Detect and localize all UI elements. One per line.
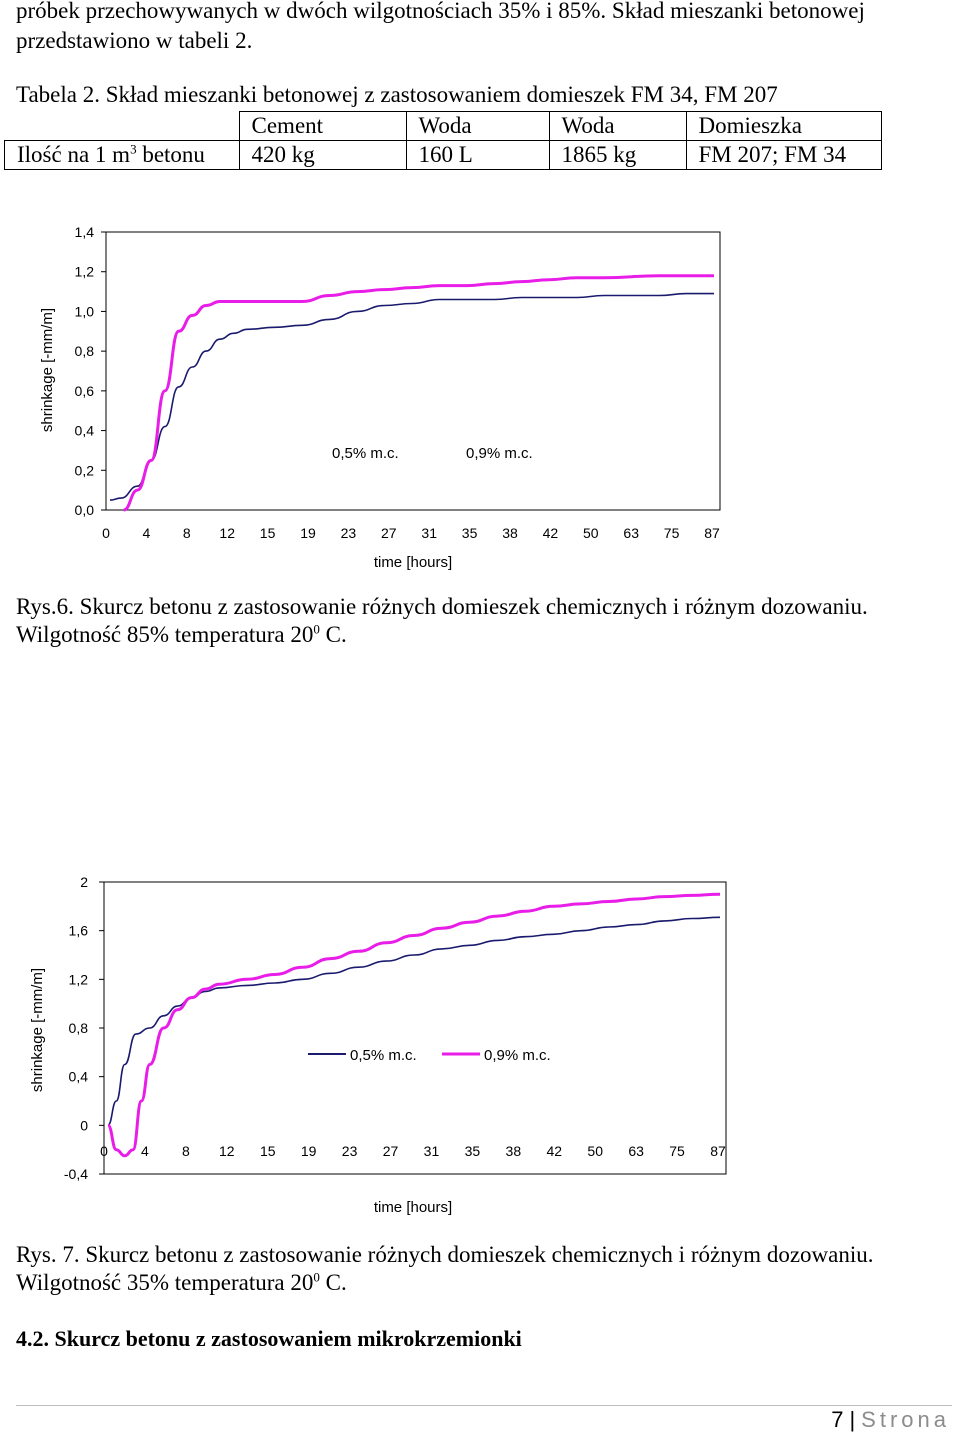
- y-tick-label: 0,4: [69, 1069, 89, 1085]
- x-tick-label: 42: [543, 525, 559, 541]
- value-cement: 420 kg: [238, 140, 407, 170]
- y-tick-label: 0,8: [75, 343, 95, 359]
- shrinkage-chart-35: 2 1,6 1,2 0,8 0,4 0 -0,4 0 4 8 12 15 19 23 27 31 35 38 42…: [29, 874, 727, 1216]
- y-axis-label: shrinkage [-mm/m]: [29, 968, 46, 1092]
- x-tick-label: 31: [421, 525, 437, 541]
- y-tick-label: 0,2: [75, 462, 95, 478]
- value-water-2: 1865 kg: [548, 140, 687, 170]
- x-tick-label: 8: [182, 1143, 190, 1159]
- x-tick-label: 50: [587, 1143, 603, 1159]
- page-word: Strona: [861, 1407, 950, 1432]
- header-admixture: Domieszka: [685, 111, 882, 141]
- legend-series-1: 0,5% m.c.: [350, 1047, 417, 1064]
- intro-line-1: próbek przechowywanych w dwóch wilgotnoś…: [16, 0, 865, 23]
- x-tick-label: 75: [669, 1143, 685, 1159]
- fig6-caption-line-2: Wilgotność 85% temperatura 200 C.: [16, 621, 347, 647]
- section-heading: 4.2. Skurcz betonu z zastosowaniem mikro…: [16, 1326, 522, 1351]
- series-line-1: [109, 292, 714, 501]
- legend-series-1: 0,5% m.c.: [332, 445, 399, 462]
- legend-series-2: 0,9% m.c.: [484, 1047, 551, 1064]
- x-tick-label: 15: [260, 1143, 276, 1159]
- x-tick-label: 63: [623, 525, 639, 541]
- intro-line-2: przedstawiono w tabeli 2.: [16, 28, 253, 53]
- y-tick-label: 0,4: [75, 423, 95, 439]
- x-tick-label: 63: [628, 1143, 644, 1159]
- page-separator: |: [849, 1407, 856, 1432]
- table-header-row: Cement Woda Woda Domieszka: [4, 111, 882, 141]
- table-caption: Tabela 2. Skład mieszanki betonowej z za…: [16, 82, 778, 107]
- y-tick-label: 1,6: [69, 923, 89, 939]
- y-axis-label: shrinkage [-mm/m]: [39, 308, 56, 432]
- x-tick-label: 19: [301, 1143, 317, 1159]
- plot-area: [105, 231, 721, 511]
- header-water-2: Woda: [548, 111, 687, 141]
- x-tick-label: 87: [704, 525, 720, 541]
- y-tick-label: 1,4: [75, 224, 95, 240]
- x-tick-label: 75: [664, 525, 680, 541]
- x-tick-label: 4: [141, 1143, 149, 1159]
- x-tick-label: 0: [100, 1143, 108, 1159]
- value-water-1: 160 L: [405, 140, 550, 170]
- x-axis-label: time [hours]: [374, 1199, 452, 1216]
- x-tick-label: 12: [219, 1143, 235, 1159]
- row-label: Ilość na 1 m3 betonu: [4, 140, 240, 170]
- x-tick-label: 4: [143, 525, 151, 541]
- header-cement: Cement: [238, 111, 407, 141]
- x-tick-label: 15: [260, 525, 276, 541]
- shrinkage-chart-85: 1,4 1,2 1,0 0,8 0,6 0,4 0,2 0,0 0 4 8 12 15 19 23 27 31…: [39, 224, 721, 571]
- series-line-2: [107, 892, 721, 1158]
- series-line-1: [107, 916, 721, 1127]
- page-number: 7: [831, 1407, 844, 1432]
- x-tick-label: 8: [183, 525, 191, 541]
- x-tick-label: 19: [300, 525, 316, 541]
- y-tick-label: 1,0: [75, 303, 95, 319]
- x-tick-label: 35: [465, 1143, 481, 1159]
- table-row: Ilość na 1 m3 betonu 420 kg 160 L 1865 k…: [4, 140, 882, 170]
- series-line-2: [123, 274, 714, 512]
- x-tick-label: 87: [710, 1143, 726, 1159]
- y-tick-label: 2: [80, 874, 88, 890]
- x-tick-label: 27: [381, 525, 397, 541]
- x-tick-label: 23: [341, 525, 357, 541]
- header-water-1: Woda: [405, 111, 550, 141]
- x-tick-label: 27: [383, 1143, 399, 1159]
- y-tick-label: 0,6: [75, 383, 95, 399]
- x-tick-label: 0: [102, 525, 110, 541]
- footer-divider: [16, 1405, 952, 1406]
- x-tick-label: 42: [546, 1143, 562, 1159]
- fig6-caption-line-1: Rys.6. Skurcz betonu z zastosowanie różn…: [16, 594, 868, 619]
- mix-table: Cement Woda Woda Domieszka Ilość na 1 m3…: [4, 111, 882, 170]
- x-tick-label: 31: [424, 1143, 440, 1159]
- value-admixture: FM 207; FM 34: [685, 140, 882, 170]
- legend-series-2: 0,9% m.c.: [466, 445, 533, 462]
- x-tick-label: 35: [462, 525, 478, 541]
- y-tick-label: 0: [80, 1117, 88, 1133]
- y-tick-label: 1,2: [75, 264, 95, 280]
- fig7-caption-line-2: Wilgotność 35% temperatura 200 C.: [16, 1269, 347, 1295]
- y-tick-label: 0,0: [75, 502, 95, 518]
- x-tick-label: 12: [219, 525, 235, 541]
- x-tick-label: 50: [583, 525, 599, 541]
- y-tick-label: -0,4: [64, 1166, 88, 1182]
- y-tick-label: 1,2: [69, 971, 89, 987]
- fig7-caption-line-1: Rys. 7. Skurcz betonu z zastosowanie róż…: [16, 1242, 874, 1267]
- x-axis-label: time [hours]: [374, 554, 452, 571]
- x-tick-label: 38: [502, 525, 518, 541]
- page-footer: 7 | Strona: [831, 1407, 950, 1433]
- legend: 0,5% m.c. 0,9% m.c.: [332, 445, 533, 462]
- table-corner: [4, 111, 240, 141]
- plot-area: [103, 881, 727, 1175]
- y-tick-label: 0,8: [69, 1020, 89, 1036]
- x-tick-label: 38: [506, 1143, 522, 1159]
- x-tick-label: 23: [342, 1143, 358, 1159]
- legend: 0,5% m.c. 0,9% m.c.: [308, 1047, 551, 1064]
